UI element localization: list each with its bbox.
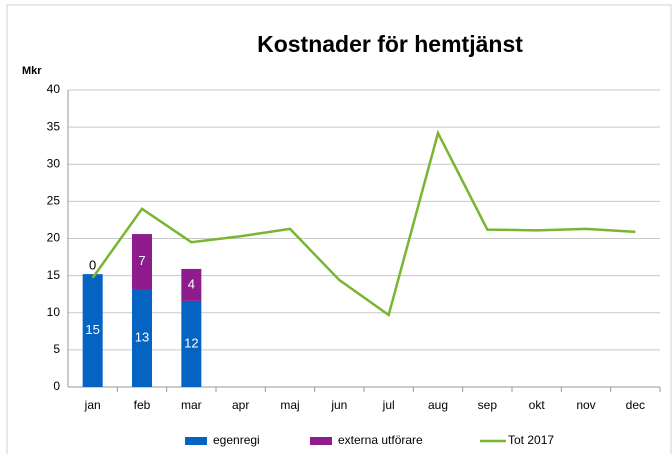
y-tick-label: 40: [47, 82, 61, 96]
bar: [181, 268, 202, 301]
data-label: 7: [138, 253, 145, 268]
x-tick-label: jul: [382, 398, 395, 412]
bar: [82, 274, 103, 387]
legend-label: egenregi: [213, 433, 260, 447]
legend-label: externa utförare: [338, 433, 423, 447]
x-tick-label: nov: [576, 398, 595, 412]
y-tick-label: 30: [47, 156, 61, 170]
x-tick-label: maj: [280, 398, 299, 412]
y-tick-label: 20: [47, 231, 61, 245]
x-tick-label: jun: [330, 398, 347, 412]
x-tick-label: aug: [428, 398, 448, 412]
line-series: [91, 129, 636, 318]
y-tick-label: 10: [47, 305, 61, 319]
bar: [181, 300, 202, 387]
data-label: 4: [188, 276, 195, 291]
y-tick-label: 0: [53, 379, 60, 393]
data-label: 0: [89, 258, 96, 273]
x-tick-label: dec: [626, 398, 645, 412]
bar: [132, 234, 152, 289]
x-tick-label: mar: [181, 398, 202, 412]
legend-label: Tot 2017: [508, 433, 554, 447]
bar: [132, 288, 152, 387]
x-tick-label: okt: [529, 398, 546, 412]
y-tick-label: 25: [47, 194, 61, 208]
x-tick-label: jan: [84, 398, 101, 412]
x-tick-label: sep: [478, 398, 498, 412]
x-tick-label: feb: [134, 398, 151, 412]
x-tick-label: apr: [232, 398, 249, 412]
data-label: 12: [184, 335, 198, 350]
chart-title: Kostnader för hemtjänst: [257, 31, 523, 57]
y-tick-label: 5: [53, 342, 60, 356]
y-axis-label: Mkr: [22, 65, 42, 77]
y-tick-label: 35: [47, 119, 61, 133]
chart-frame: [6, 4, 672, 454]
data-label: 13: [135, 329, 149, 344]
legend-swatch: [185, 437, 207, 445]
legend-swatch: [310, 437, 332, 445]
y-tick-label: 15: [47, 268, 61, 282]
data-label: 15: [85, 322, 99, 337]
